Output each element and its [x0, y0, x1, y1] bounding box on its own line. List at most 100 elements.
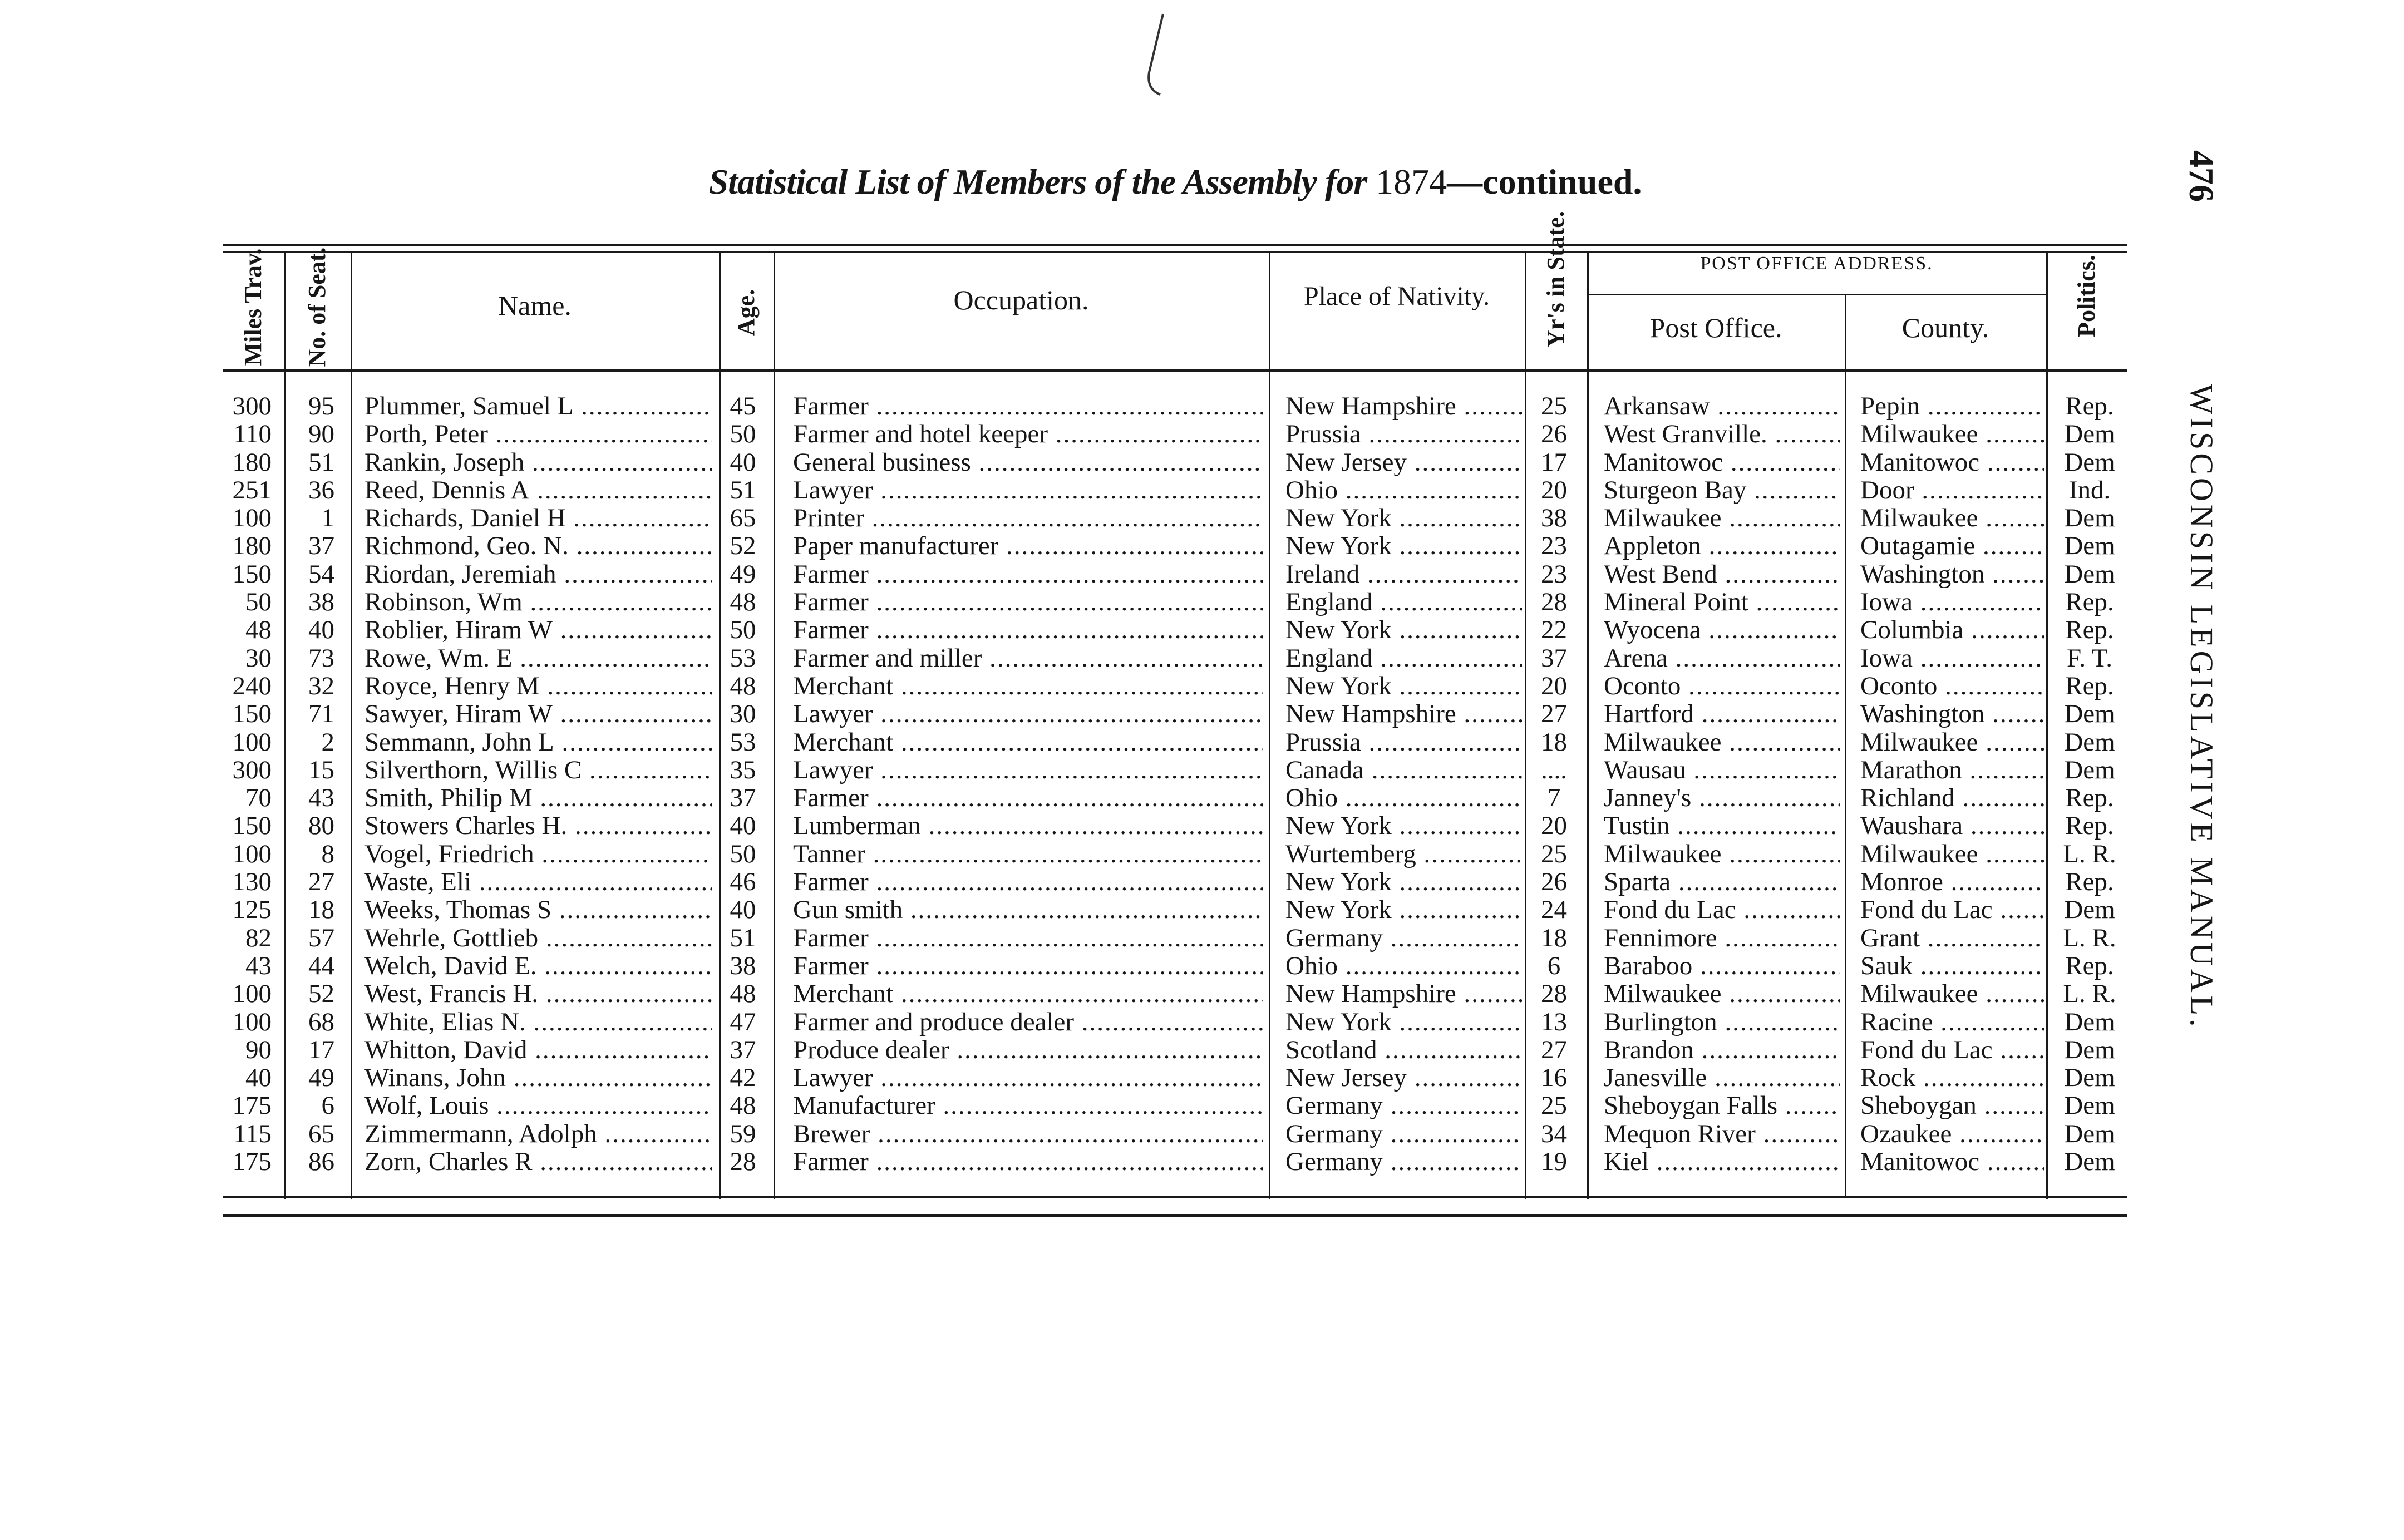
age-text: 53: [730, 644, 756, 672]
nativity-text: New York: [1285, 532, 1522, 560]
occupation-text: Farmer and hotel keeper: [793, 420, 1263, 448]
name-text: Richmond, Geo. N.: [364, 532, 712, 560]
cell-name: Zorn, Charles R: [364, 1148, 712, 1176]
occupation-text: Farmer: [793, 952, 1263, 980]
seat-text: 37: [308, 532, 334, 560]
age-text: 53: [730, 728, 756, 756]
politics-text: Dem: [2064, 1092, 2115, 1120]
cell-politics: Dem: [2053, 728, 2126, 756]
cell-years: 6: [1528, 952, 1580, 980]
cell-politics: Rep.: [2053, 784, 2126, 812]
column-divider: [2046, 253, 2048, 1199]
miles-text: 100: [232, 504, 272, 532]
cell-miles: 175: [223, 1092, 272, 1119]
occupation-text: Lawyer: [793, 700, 1263, 728]
table-row: 40 49 Winans, John 42 Lawyer New Jersey 16 Jane…: [0, 1064, 2404, 1092]
cell-miles: 43: [223, 952, 272, 980]
occupation-text: Printer: [793, 504, 1263, 532]
bottom-rule-outer: [223, 1214, 2127, 1217]
nativity-text: New Jersey: [1285, 448, 1522, 476]
cell-miles: 100: [223, 728, 272, 756]
seat-text: 18: [308, 896, 334, 924]
cell-nativity: England: [1285, 644, 1522, 672]
cell-occupation: Farmer: [793, 588, 1263, 616]
nativity-text: New York: [1285, 504, 1522, 532]
county-text: Pepin: [1860, 392, 2044, 420]
cell-politics: Dem: [2053, 756, 2126, 784]
cell-miles: 150: [223, 812, 272, 840]
seat-text: 36: [308, 476, 334, 504]
cell-nativity: New York: [1285, 616, 1522, 644]
miles-text: 180: [232, 532, 272, 560]
name-text: Semmann, John L: [364, 728, 712, 756]
cell-post-office: Arkansaw: [1604, 392, 1840, 420]
table-row: 30 73 Rowe, Wm. E 53 Farmer and miller Englan…: [0, 644, 2404, 672]
name-text: Rowe, Wm. E: [364, 644, 712, 672]
occupation-text: Farmer: [793, 868, 1263, 896]
county-text: Washington: [1860, 560, 2044, 588]
occupation-text: Merchant: [793, 980, 1263, 1008]
cell-seat: 8: [284, 840, 335, 868]
cell-occupation: Tanner: [793, 840, 1263, 868]
cell-seat: 6: [284, 1092, 335, 1119]
cell-politics: Dem: [2053, 420, 2126, 448]
cell-politics: F. T.: [2053, 644, 2126, 672]
seat-text: 2: [321, 728, 335, 756]
post-office-text: Brandon: [1604, 1036, 1840, 1064]
header-politics: Politics.: [2073, 255, 2100, 337]
cell-age: 65: [723, 504, 762, 532]
cell-nativity: Ohio: [1285, 952, 1522, 980]
cell-county: Milwaukee: [1860, 728, 2044, 756]
name-text: Smith, Philip M: [364, 784, 712, 812]
cell-age: 48: [723, 672, 762, 700]
cell-name: Plummer, Samuel L: [364, 392, 712, 420]
occupation-text: Brewer: [793, 1120, 1263, 1148]
years-text: 24: [1541, 896, 1567, 924]
cell-age: 35: [723, 756, 762, 784]
cell-miles: 175: [223, 1148, 272, 1176]
cell-years: 37: [1528, 644, 1580, 672]
post-office-text: Janesville: [1604, 1064, 1840, 1092]
header-county: County.: [1901, 312, 1989, 343]
cell-politics: Rep.: [2053, 812, 2126, 840]
post-office-text: West Granville.: [1604, 420, 1840, 448]
age-text: 48: [730, 672, 756, 700]
seat-text: 43: [308, 784, 334, 812]
cell-seat: 32: [284, 672, 334, 700]
cell-occupation: Produce dealer: [793, 1036, 1263, 1064]
miles-text: 125: [232, 896, 272, 924]
seat-text: 27: [308, 868, 334, 896]
miles-text: 251: [232, 476, 272, 504]
cell-years: 20: [1528, 672, 1580, 700]
table-row: 115 65 Zimmermann, Adolph 59 Brewer Germany 34…: [0, 1120, 2404, 1148]
post-office-text: Milwaukee: [1604, 980, 1840, 1008]
cell-age: 51: [723, 924, 762, 952]
cell-age: 50: [723, 840, 762, 868]
name-text: Zorn, Charles R: [364, 1148, 712, 1176]
years-text: ....: [1541, 756, 1567, 784]
cell-occupation: Farmer: [793, 560, 1263, 588]
occupation-text: Tanner: [793, 840, 1263, 868]
cell-post-office: Fond du Lac: [1604, 896, 1840, 924]
cell-years: ....: [1528, 756, 1580, 784]
age-text: 40: [730, 448, 756, 476]
cell-occupation: General business: [793, 448, 1263, 476]
years-text: 26: [1541, 420, 1567, 448]
occupation-text: Merchant: [793, 672, 1263, 700]
nativity-text: New Hampshire: [1285, 700, 1522, 728]
miles-text: 300: [232, 392, 272, 420]
cell-occupation: Lawyer: [793, 756, 1263, 784]
cell-age: 59: [723, 1120, 762, 1148]
cell-post-office: Sheboygan Falls: [1604, 1092, 1840, 1119]
cell-nativity: New York: [1285, 1008, 1522, 1036]
cell-name: Wehrle, Gottlieb: [364, 924, 712, 952]
occupation-text: Farmer and produce dealer: [793, 1008, 1263, 1036]
years-text: 28: [1541, 588, 1567, 616]
cell-county: Monroe: [1860, 868, 2044, 896]
cell-nativity: Ohio: [1285, 476, 1522, 504]
cell-years: 26: [1528, 868, 1580, 896]
miles-text: 150: [232, 560, 272, 588]
cell-age: 40: [723, 812, 762, 840]
county-text: Milwaukee: [1860, 980, 2044, 1008]
name-text: Reed, Dennis A: [364, 476, 712, 504]
